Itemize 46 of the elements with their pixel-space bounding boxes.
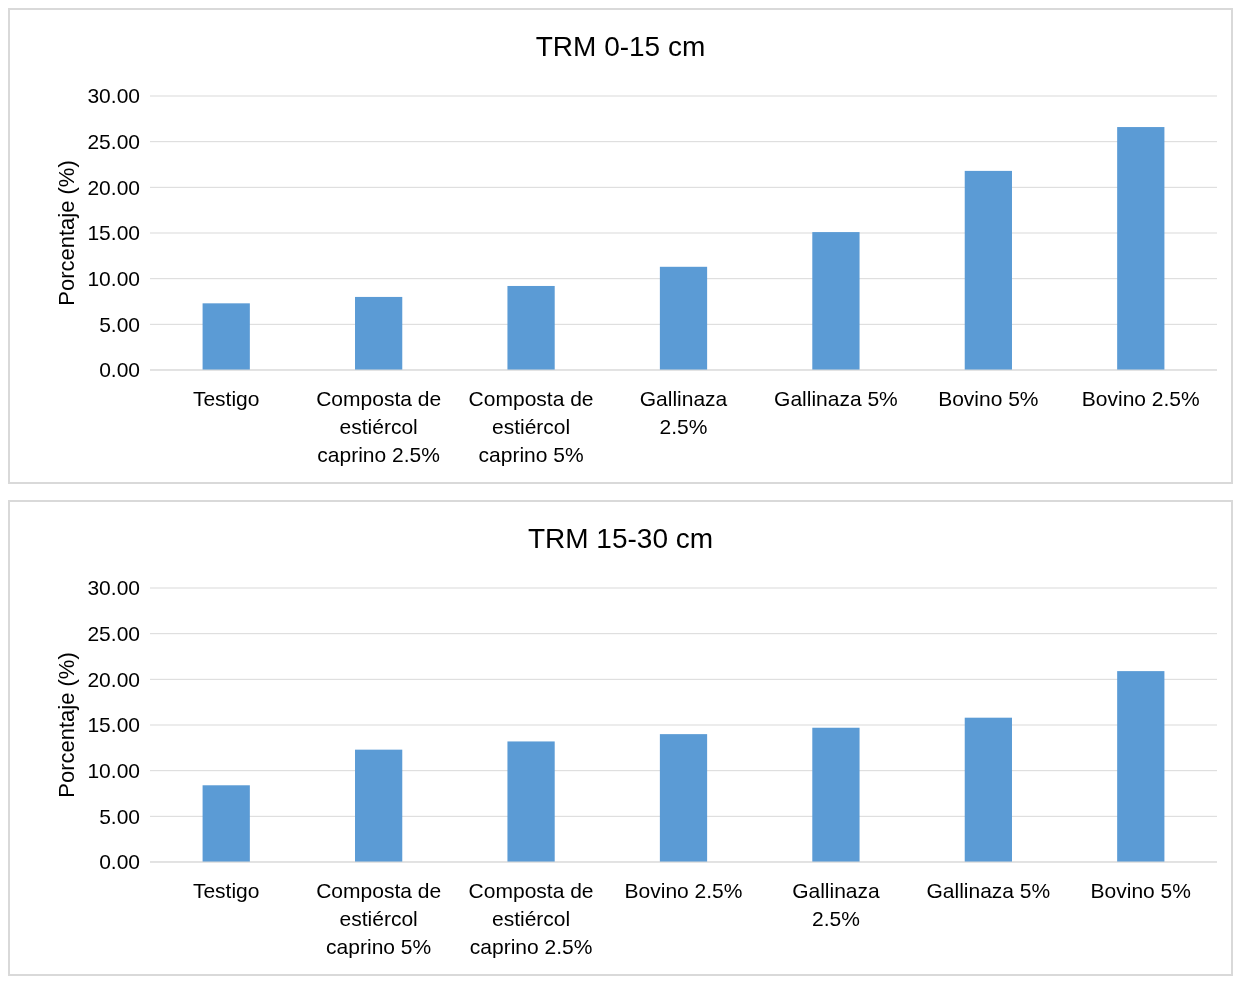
- bar: [202, 785, 250, 862]
- x-tick-label: Bovino 2.5%: [1081, 387, 1200, 410]
- y-tick-label: 30.00: [87, 84, 140, 108]
- x-tick-label: Composta de estiércol caprino 5%: [316, 879, 442, 958]
- bar: [964, 717, 1012, 862]
- x-tick-label: Composta de estiércol caprino 2.5%: [468, 879, 594, 958]
- bar: [355, 296, 403, 370]
- y-tick-label: 25.00: [87, 130, 140, 154]
- x-tick-label: Bovino 2.5%: [624, 879, 743, 902]
- bar: [812, 232, 860, 370]
- x-tick-label: Testigo: [192, 387, 260, 410]
- x-tick-label: Gallinaza 5%: [774, 387, 898, 410]
- bar: [964, 170, 1012, 370]
- x-tick-label: Gallinaza 2.5%: [639, 387, 728, 438]
- y-axis-title: Porcentaje (%): [54, 652, 79, 798]
- chart-title: TRM 0-15 cm: [535, 31, 706, 62]
- y-axis-title: Porcentaje (%): [54, 160, 79, 306]
- bar: [659, 266, 708, 370]
- x-tick-label: Testigo: [192, 879, 260, 902]
- y-tick-label: 10.00: [87, 267, 140, 291]
- y-tick-label: 0.00: [99, 358, 140, 382]
- bar: [1117, 671, 1165, 862]
- x-tick-label: Composta de estiércol caprino 2.5%: [316, 387, 442, 466]
- bar: [507, 741, 555, 862]
- y-tick-label: 25.00: [87, 622, 140, 646]
- x-tick-label: Gallinaza 2.5%: [792, 879, 881, 930]
- bar: [812, 727, 860, 862]
- x-tick-label: Gallinaza 5%: [926, 879, 1051, 902]
- bar: [1117, 127, 1165, 370]
- y-tick-label: 20.00: [87, 667, 140, 691]
- y-tick-label: 0.00: [99, 850, 140, 874]
- bar: [659, 734, 708, 862]
- x-tick-label: Bovino 5%: [1090, 879, 1191, 902]
- x-tick-label: Composta de estiércol caprino 5%: [468, 387, 594, 466]
- y-tick-label: 10.00: [87, 759, 140, 783]
- chart-title: TRM 15-30 cm: [527, 523, 714, 554]
- y-tick-label: 15.00: [87, 713, 140, 737]
- y-tick-label: 5.00: [99, 312, 140, 336]
- bar: [355, 749, 403, 862]
- bar: [507, 285, 555, 370]
- bar: [202, 303, 250, 370]
- y-tick-label: 5.00: [99, 804, 140, 828]
- y-tick-label: 20.00: [87, 175, 140, 199]
- y-tick-label: 30.00: [87, 576, 140, 600]
- y-tick-label: 15.00: [87, 221, 140, 245]
- x-tick-label: Bovino 5%: [938, 387, 1039, 410]
